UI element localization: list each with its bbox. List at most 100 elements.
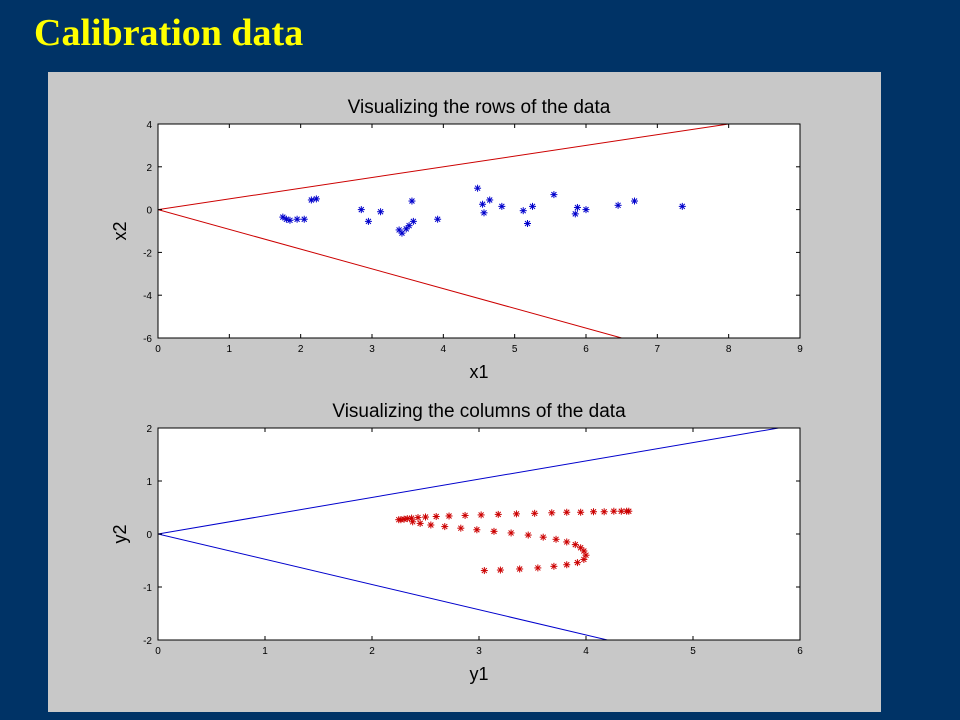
plot-2-point: [625, 507, 633, 515]
plot-1-point: [550, 191, 558, 199]
plot-1-ylabel: x2: [110, 221, 130, 240]
plot-2-point: [480, 567, 488, 575]
plot-2-line-1: [158, 428, 779, 535]
plot-1-point: [364, 217, 372, 225]
plot-2-point: [409, 518, 417, 526]
plot-1-point: [474, 184, 482, 192]
plot-2-point: [473, 526, 481, 534]
plot-1-point: [286, 216, 294, 224]
plot-1-point: [405, 222, 413, 230]
plot-1-point: [398, 229, 406, 237]
plot-1-point: [408, 197, 416, 205]
x-tick-label: 6: [797, 646, 803, 657]
plot-1-line-1: [158, 124, 729, 211]
plot-2-point: [600, 508, 608, 516]
plot-2-point: [580, 555, 588, 563]
x-tick-label: 6: [583, 344, 589, 355]
x-tick-label: 2: [298, 344, 304, 355]
plot-2-point: [496, 566, 504, 574]
plot-1-point: [479, 200, 487, 208]
plot-2-point: [610, 507, 618, 515]
plot-2-point: [461, 511, 469, 519]
x-tick-label: 4: [441, 344, 447, 355]
plot-2-ylabel: y2: [110, 524, 130, 543]
plot-2-point: [432, 513, 440, 521]
plot-1-point: [631, 197, 639, 205]
plot-2-point: [490, 527, 498, 535]
plot-2-point: [427, 521, 435, 529]
plot-2-line-2: [158, 533, 608, 640]
figure-panel: 0 1 2 3 4 5 6 7 8 9 -6 -4 -2 0 2 4 Visualizing the rows …: [48, 72, 881, 712]
plot-2-point: [563, 538, 571, 546]
x-tick-label: 9: [797, 344, 803, 355]
plot-2-point: [416, 519, 424, 527]
plot-1-point: [486, 196, 494, 204]
plot-1-point: [480, 209, 488, 217]
y-tick-label: 0: [146, 206, 152, 217]
x-tick-label: 3: [369, 344, 375, 355]
y-tick-label: 4: [146, 120, 152, 131]
plot-2-point: [445, 512, 453, 520]
plot-1-point: [377, 208, 385, 216]
plot-2-point: [563, 561, 571, 569]
plot-2-point: [563, 508, 571, 516]
plot-1-point: [279, 213, 287, 221]
plot-2-point: [516, 565, 524, 573]
y-tick-label: -2: [143, 636, 152, 647]
plot-1-point: [307, 196, 315, 204]
y-tick-label: -4: [143, 291, 152, 302]
x-tick-label: 1: [227, 344, 233, 355]
x-tick-label: 0: [155, 344, 161, 355]
plot-2-point: [524, 531, 532, 539]
plot-1-point: [409, 217, 417, 225]
plot-2-point: [531, 509, 539, 517]
plot-1-area: [158, 124, 800, 338]
plot-2-point: [422, 513, 429, 521]
plot-1-xlabel: x1: [469, 362, 488, 382]
plot-1-point: [571, 210, 579, 218]
y-tick-label: -6: [143, 334, 152, 345]
plot-1-line-2: [158, 209, 622, 338]
plot-1-point: [282, 215, 290, 223]
y-tick-label: 2: [146, 424, 152, 435]
plot-1-point: [357, 206, 365, 214]
x-tick-label: 5: [690, 646, 696, 657]
x-tick-label: 1: [262, 646, 268, 657]
plot-2-point: [571, 541, 579, 549]
plot-1-point: [300, 215, 308, 223]
y-tick-label: -1: [143, 583, 152, 594]
y-tick-label: -2: [143, 248, 152, 259]
y-tick-label: 2: [146, 163, 152, 174]
plot-1-point: [573, 203, 581, 211]
plot-1-frame: [157, 123, 801, 339]
plot-2-point: [441, 523, 449, 531]
plot-1-point: [678, 202, 686, 210]
x-tick-label: 2: [369, 646, 375, 657]
x-tick-label: 4: [583, 646, 589, 657]
plot-2-point: [414, 514, 422, 522]
plot-2-point: [550, 562, 558, 570]
y-tick-label: 1: [146, 477, 152, 488]
plot-2-point: [577, 508, 585, 516]
plot-2-point: [539, 533, 547, 541]
plot-1-point: [524, 220, 532, 228]
plot-2-point: [589, 508, 597, 516]
plot-2-title: Visualizing the columns of the data: [332, 401, 626, 422]
plot-1-point: [529, 202, 536, 210]
plot-2: 0 1 2 3 4 5 6 -2 -1 0 1 2 Visualizing the columns of…: [110, 401, 803, 684]
plot-1-point: [434, 215, 442, 223]
plot-1-point: [582, 206, 590, 214]
plot-2-point: [534, 564, 542, 572]
y-tick-label: 0: [146, 530, 152, 541]
plot-1: 0 1 2 3 4 5 6 7 8 9 -6 -4 -2 0 2 4 Visualizing the rows …: [110, 97, 803, 382]
x-tick-label: 8: [726, 344, 732, 355]
plot-2-point: [494, 510, 502, 518]
x-tick-label: 5: [512, 344, 518, 355]
x-tick-label: 7: [655, 344, 661, 355]
slide-title: Calibration data: [34, 12, 304, 54]
plot-2-area: [158, 428, 800, 640]
plot-1-title: Visualizing the rows of the data: [348, 97, 611, 118]
plot-1-point: [519, 207, 527, 215]
plot-1-point: [293, 215, 301, 223]
plot-1-point: [312, 195, 320, 203]
